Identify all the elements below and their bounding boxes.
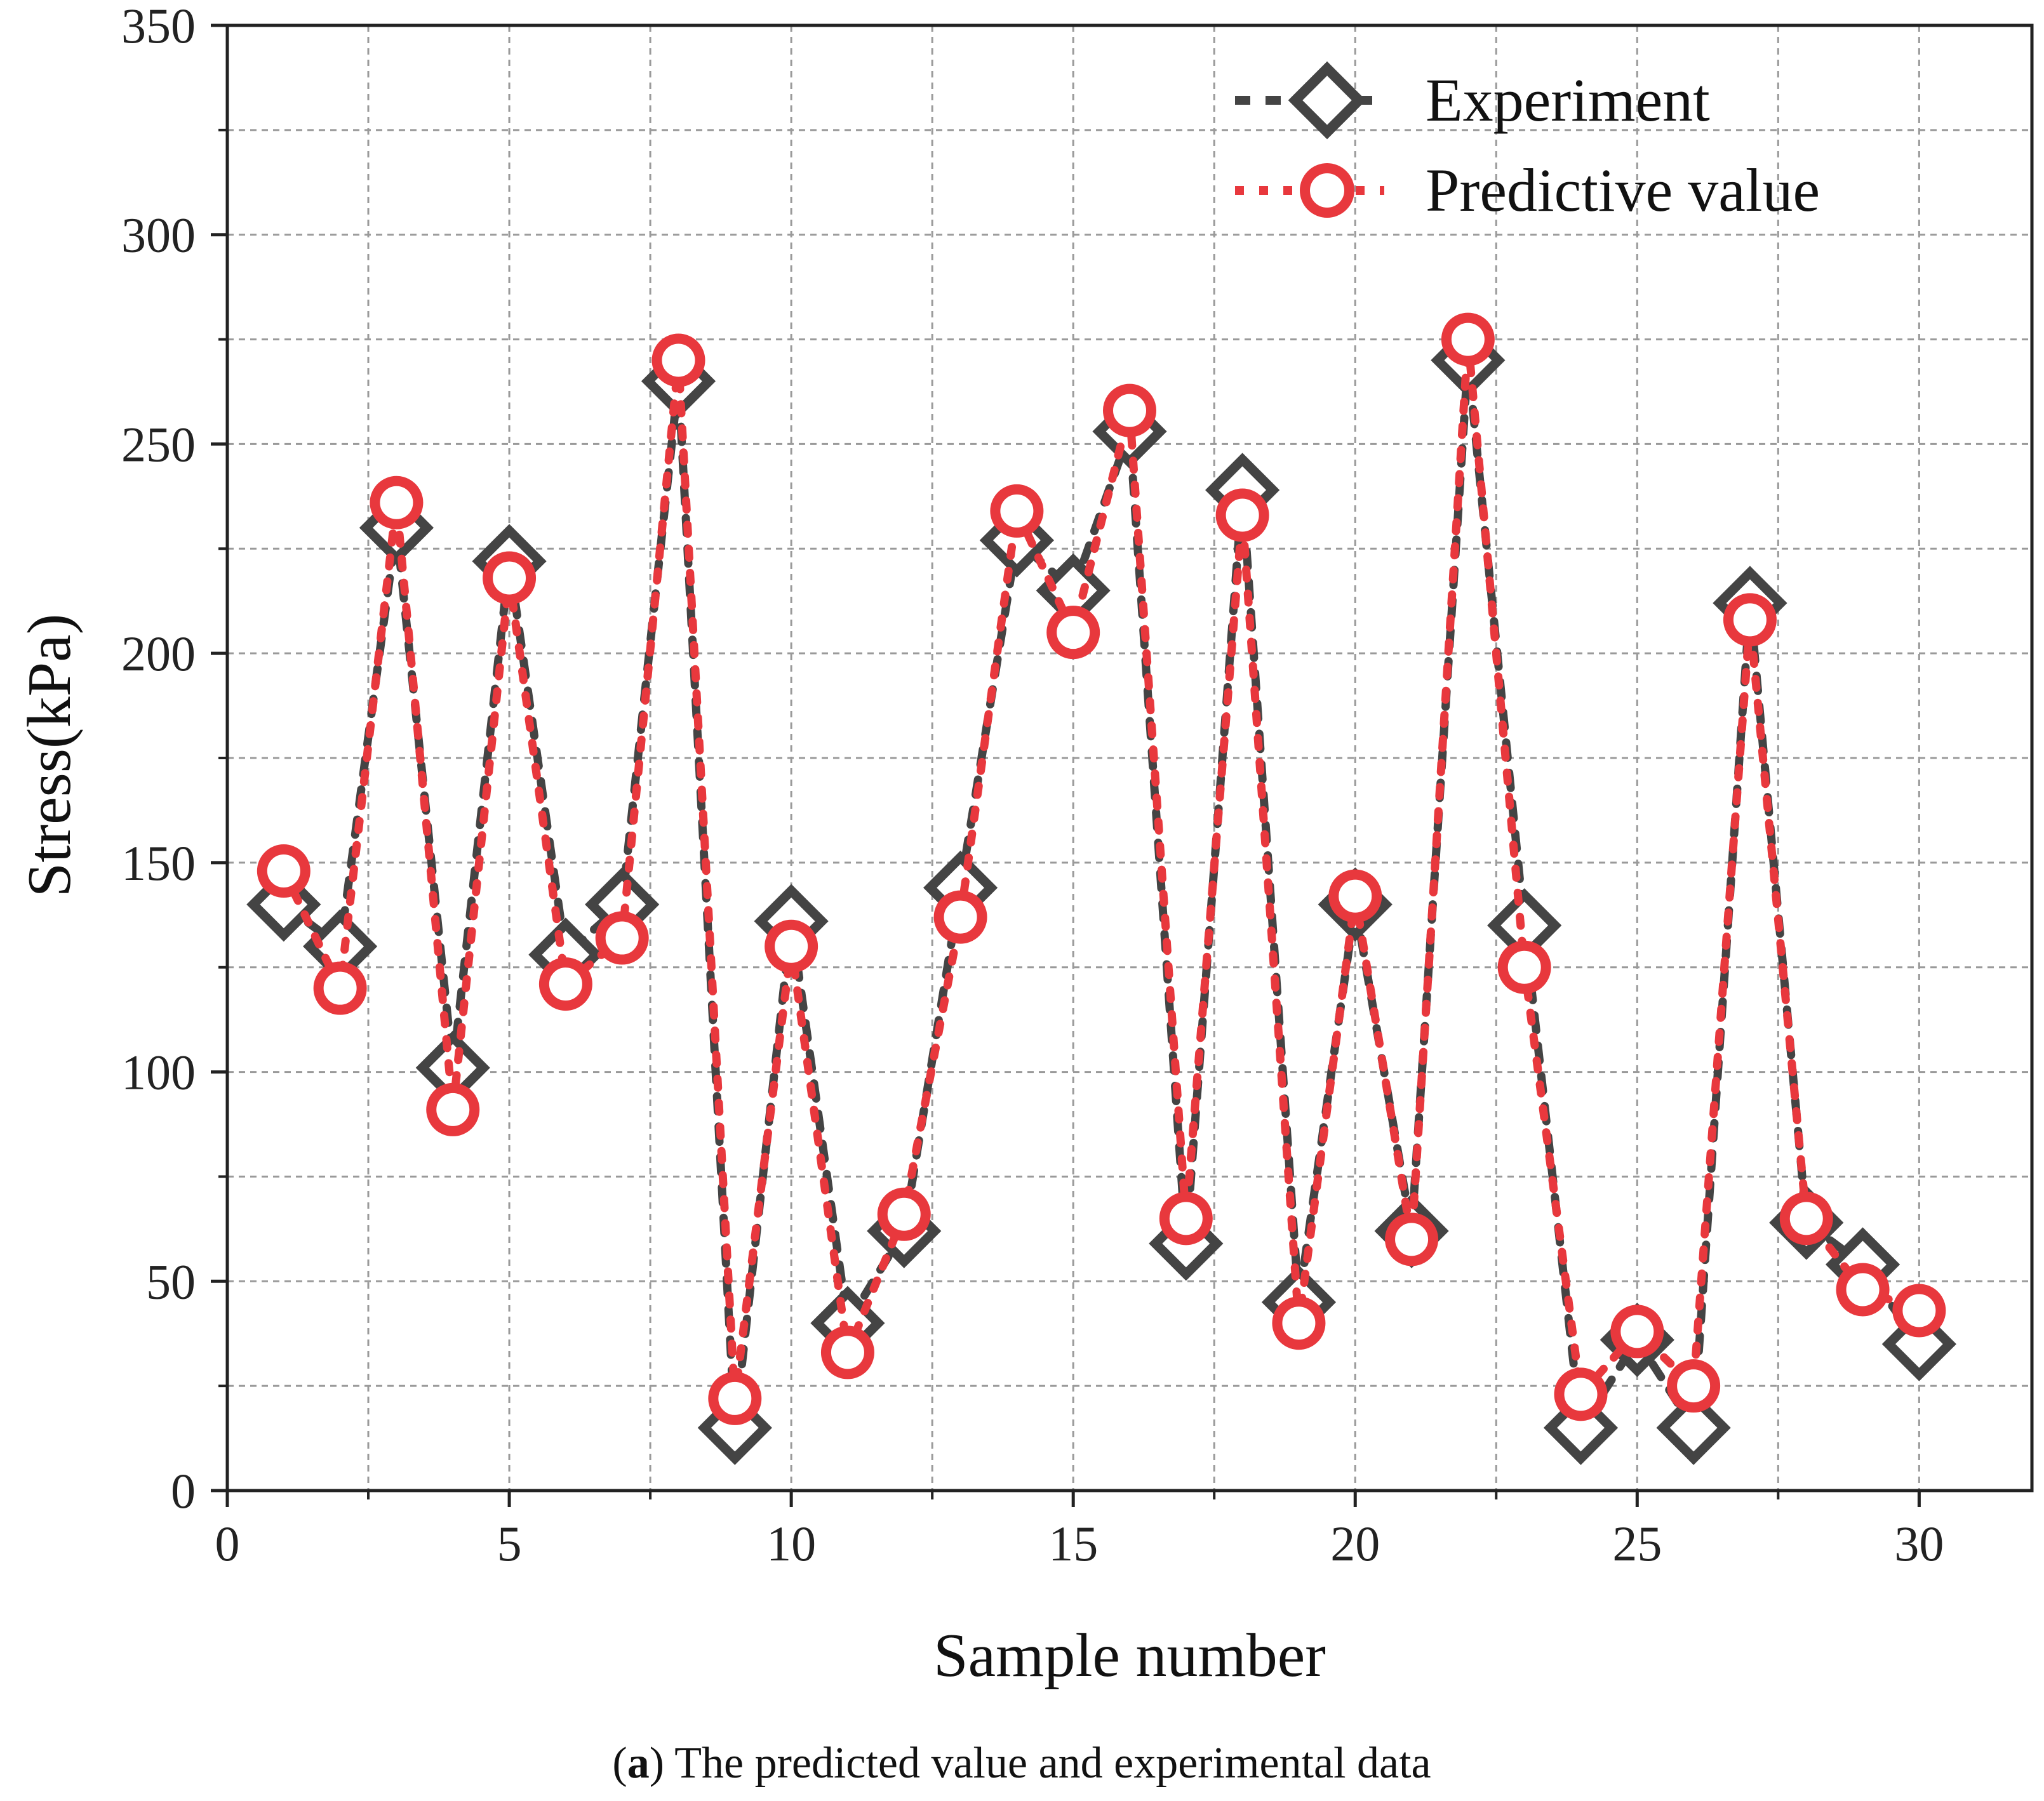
x-tick-label: 30	[1894, 1516, 1944, 1571]
y-tick-label: 250	[121, 416, 196, 472]
series-group	[246, 312, 1956, 1465]
legend-diamond-icon	[1288, 61, 1366, 140]
legend-label-predictive: Predictive value	[1426, 156, 1820, 224]
data-point-circle	[1836, 1263, 1890, 1317]
x-tick-label: 0	[215, 1516, 240, 1571]
legend: Experiment Predictive value	[1235, 61, 1820, 224]
data-point-circle	[1328, 869, 1382, 923]
figure-caption: (a) The predicted value and experimental…	[612, 1739, 1431, 1788]
data-point-circle	[1046, 606, 1100, 660]
y-tick-label: 50	[146, 1254, 196, 1309]
data-point-circle	[1667, 1359, 1721, 1413]
caption-text: The predicted value and experimental dat…	[674, 1739, 1431, 1788]
x-tick-label: 20	[1330, 1516, 1380, 1571]
data-point-circle	[1554, 1367, 1608, 1421]
data-point-circle	[820, 1326, 874, 1379]
x-tick-label: 25	[1612, 1516, 1662, 1571]
data-point-circle	[1779, 1192, 1833, 1246]
data-point-circle	[313, 961, 367, 1015]
data-point-circle	[1215, 488, 1269, 542]
data-point-circle	[651, 333, 705, 387]
data-point-circle	[595, 911, 649, 965]
x-axis-title: Sample number	[933, 1621, 1326, 1690]
caption-label: a	[627, 1739, 650, 1788]
data-point-circle	[1610, 1305, 1664, 1359]
x-tick-label: 10	[766, 1516, 816, 1571]
data-point-circle	[370, 475, 424, 529]
y-tick-label: 150	[121, 835, 196, 891]
y-tick-label: 300	[121, 208, 196, 263]
data-point-circle	[990, 484, 1044, 538]
x-tick-label: 5	[497, 1516, 522, 1571]
y-tick-label: 200	[121, 626, 196, 681]
y-tick-label: 0	[171, 1463, 196, 1519]
series-predictive	[257, 312, 1946, 1425]
y-tick-label: 350	[121, 0, 196, 53]
data-point-circle	[1103, 383, 1156, 437]
data-point-circle	[1497, 940, 1551, 994]
legend-circle-icon	[1300, 163, 1354, 218]
data-point-diamond	[1656, 1390, 1731, 1465]
data-point-circle	[483, 551, 537, 605]
data-point-circle	[1441, 312, 1495, 366]
data-point-circle	[257, 844, 311, 898]
y-axis-title: Stress(kPa)	[15, 614, 84, 897]
data-point-circle	[426, 1082, 480, 1136]
legend-item-experiment: Experiment	[1235, 61, 1710, 140]
data-point-circle	[877, 1187, 931, 1241]
legend-item-predictive: Predictive value	[1235, 156, 1820, 224]
data-point-circle	[1272, 1296, 1326, 1350]
data-point-circle	[933, 890, 987, 944]
x-tick-label: 15	[1048, 1516, 1098, 1571]
y-tick-label: 100	[121, 1045, 196, 1100]
data-point-circle	[1159, 1192, 1213, 1246]
data-point-circle	[1892, 1284, 1946, 1338]
data-point-circle	[765, 919, 818, 973]
data-point-circle	[538, 957, 592, 1011]
legend-label-experiment: Experiment	[1426, 66, 1710, 134]
data-point-circle	[1385, 1213, 1439, 1266]
data-point-circle	[708, 1371, 762, 1425]
data-point-circle	[1723, 593, 1777, 647]
